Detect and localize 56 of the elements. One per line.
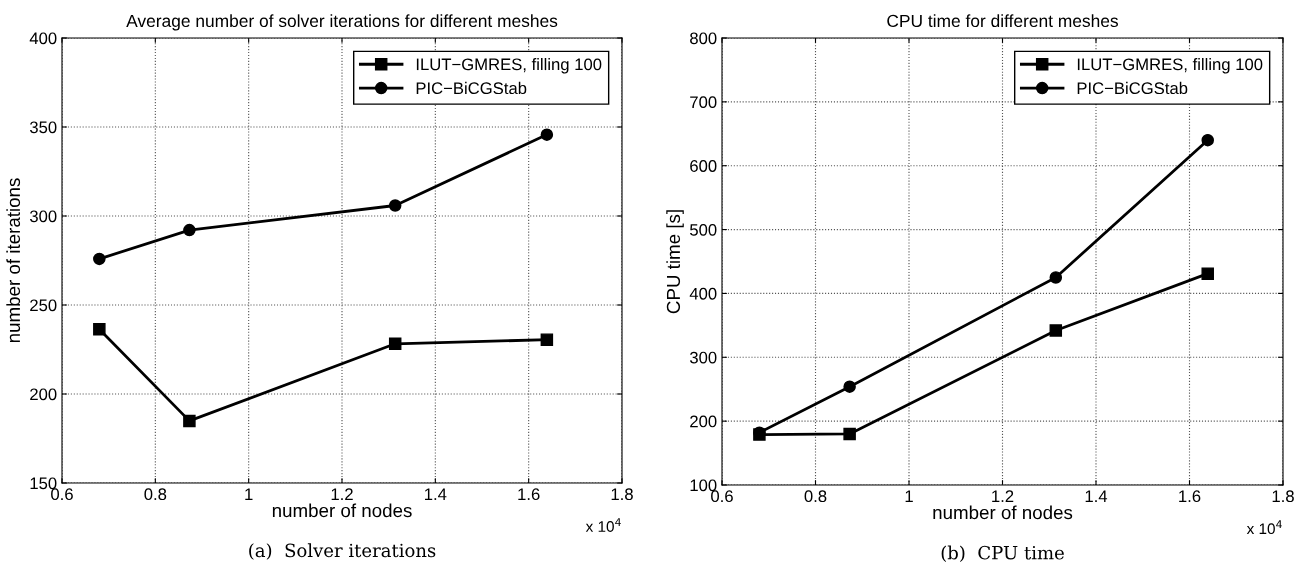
x-tick-label: 0.8: [144, 488, 167, 501]
point: [388, 199, 402, 212]
text: (a) Solver iterations: [249, 543, 436, 560]
x-tick-label: 1.4: [425, 488, 447, 500]
text: x 10$^{4}$: [1246, 520, 1282, 535]
y-axis-title: CPU time [s]: [666, 210, 684, 314]
x-tick-label: 1.8: [611, 488, 633, 501]
legend-label: PIC−BiCGStab: [416, 81, 527, 95]
point: [540, 128, 554, 141]
x-tick-label: 1: [905, 490, 913, 502]
point: [1201, 267, 1214, 280]
point: [1201, 133, 1214, 147]
x-tick-label: 1.6: [518, 488, 540, 501]
legend-label: ILUT−GMRES, filling 100: [1077, 58, 1263, 74]
point: [540, 333, 554, 346]
point: [183, 414, 196, 428]
y-tick-label: 300: [29, 210, 57, 223]
x-tick-label: 0.6: [711, 490, 733, 503]
point: [388, 337, 402, 351]
x-tick-label: 0.8: [804, 490, 827, 503]
legend-label: ILUT−GMRES, filling 100: [416, 58, 602, 74]
text: x 10$^{4}$: [585, 518, 621, 532]
point: [1049, 324, 1063, 337]
x-axis-title: number of nodes: [272, 503, 412, 518]
x-tick-label: 0.6: [51, 488, 73, 501]
chart-title: Average number of solver iterations for different meshes: [126, 14, 558, 31]
point: [93, 322, 106, 336]
y-tick-label: 100: [690, 479, 717, 492]
x-tick-label: 1.8: [1272, 490, 1294, 503]
y-tick-label: 500: [690, 223, 717, 236]
y-tick-label: 300: [689, 351, 717, 364]
y-axis-title: number of iterations: [6, 178, 21, 343]
y-tick-label: 800: [690, 32, 717, 45]
y-tick-label: 600: [690, 160, 717, 172]
y-tick-label: 250: [30, 299, 57, 312]
y-tick-label: 200: [690, 415, 717, 428]
point: [1049, 271, 1063, 284]
x-tick-label: 1.6: [1179, 490, 1201, 503]
point: [183, 223, 196, 237]
x-tick-label: 1: [245, 488, 253, 500]
point: [843, 427, 856, 441]
y-tick-label: 200: [30, 388, 57, 401]
legend-label: PIC−BiCGStab: [1077, 81, 1188, 95]
y-tick-label: 150: [30, 477, 57, 490]
x-tick-label: 1.4: [1085, 490, 1108, 502]
text: (b) CPU time: [941, 545, 1064, 563]
chart-title: CPU time for different meshes: [887, 14, 1118, 28]
y-tick-label: 400: [689, 287, 717, 300]
point: [843, 380, 856, 393]
y-tick-label: 350: [29, 121, 57, 134]
point: [93, 252, 106, 266]
x-tick-label: 1.2: [992, 490, 1014, 502]
y-tick-label: 700: [690, 96, 717, 109]
x-axis-title: number of nodes: [933, 505, 1073, 520]
x-tick-label: 1.2: [331, 488, 353, 500]
y-tick-label: 400: [29, 32, 57, 45]
